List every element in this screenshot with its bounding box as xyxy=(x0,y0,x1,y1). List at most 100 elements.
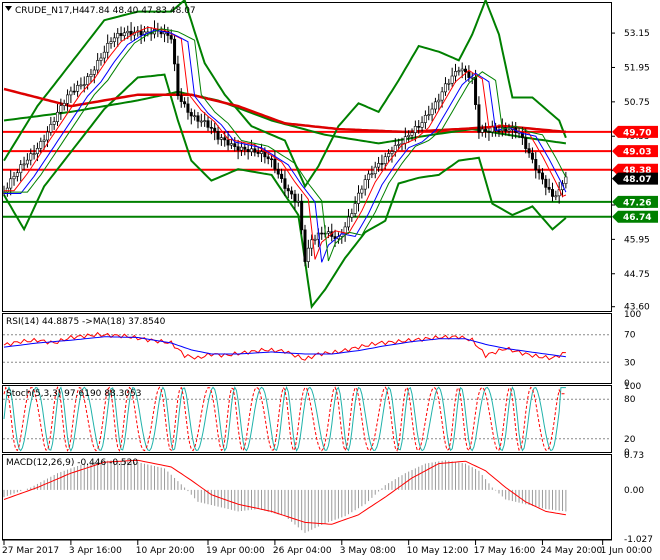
main-title: CRUDE_N17,H4 xyxy=(15,6,85,16)
x-tick-label: 3 Apr 16:00 xyxy=(69,546,122,556)
candle-body xyxy=(15,172,19,177)
candle-body xyxy=(540,172,544,180)
candle-body xyxy=(9,178,13,189)
y-tick-label: 43.60 xyxy=(624,303,650,313)
candle-body xyxy=(440,91,444,101)
candle-body xyxy=(176,63,180,96)
candle-body xyxy=(477,104,481,133)
ma-short-blue-line xyxy=(4,29,567,263)
candle-body xyxy=(233,143,237,147)
macd-signal-line xyxy=(3,459,566,525)
candle-body xyxy=(377,163,381,168)
candle-body xyxy=(357,192,361,204)
candle-body xyxy=(183,101,187,105)
stoch-tick-label: 20 xyxy=(624,435,636,445)
candle-body xyxy=(193,115,197,118)
rsi-panel-border xyxy=(2,313,612,384)
candle-body xyxy=(534,159,538,171)
candle-body xyxy=(196,115,200,122)
price-tag-label: 49.03 xyxy=(623,148,651,158)
candle-body xyxy=(49,124,53,133)
candle-body xyxy=(413,126,417,133)
candle-body xyxy=(229,143,233,146)
main-panel-border xyxy=(2,2,612,312)
candle-body xyxy=(564,176,568,184)
x-tick-label: 24 May 20:00 xyxy=(540,546,602,556)
candle-body xyxy=(530,152,534,160)
stoch-panel-border xyxy=(2,385,612,453)
candle-body xyxy=(169,35,173,40)
candle-body xyxy=(430,108,434,116)
candle-body xyxy=(427,114,431,117)
candle-body xyxy=(296,200,300,203)
candle-body xyxy=(122,32,126,37)
candle-body xyxy=(370,173,374,176)
candle-body xyxy=(313,238,317,241)
ma-short-red-line xyxy=(4,26,567,260)
candle-body xyxy=(219,137,223,140)
candle-body xyxy=(306,247,310,262)
candle-body xyxy=(290,190,294,195)
candle-body xyxy=(72,90,76,93)
price-tag-label: 46.74 xyxy=(623,213,651,223)
candle-body xyxy=(487,131,491,133)
chart-dropdown-icon[interactable] xyxy=(5,6,12,11)
candle-body xyxy=(507,129,511,132)
candle-body xyxy=(373,166,377,175)
candle-body xyxy=(206,120,210,128)
candle-body xyxy=(173,38,177,65)
candle-body xyxy=(383,156,387,164)
candle-body xyxy=(387,153,391,158)
rsi-tick-label: 0 xyxy=(624,379,630,389)
candle-body xyxy=(544,178,548,188)
candle-body xyxy=(423,114,427,123)
price-tag xyxy=(612,210,658,223)
x-tick-label: 10 May 12:00 xyxy=(407,546,469,556)
rsi-tick-label: 100 xyxy=(624,310,641,320)
candle-body xyxy=(186,103,190,113)
stoch-series-line xyxy=(3,386,566,453)
candle-body xyxy=(102,51,106,59)
candle-body xyxy=(474,76,478,105)
candle-body xyxy=(360,188,364,194)
candle-body xyxy=(209,127,213,129)
candle-body xyxy=(226,139,230,146)
candle-body xyxy=(484,128,488,132)
ma-long-green-line xyxy=(3,90,567,145)
candle-body xyxy=(92,69,96,75)
candle-body xyxy=(490,126,494,133)
stoch-tick-label: 100 xyxy=(624,382,641,392)
candle-body xyxy=(367,173,371,180)
price-tag xyxy=(612,172,658,185)
candle-body xyxy=(112,37,116,42)
candle-body xyxy=(213,127,217,132)
candle-body xyxy=(82,84,86,86)
ma-short-green-line xyxy=(4,28,567,262)
candle-body xyxy=(56,111,60,122)
candle-body xyxy=(480,128,484,133)
stoch-series-line xyxy=(3,385,566,452)
candle-body xyxy=(326,231,330,234)
price-tag xyxy=(612,195,658,208)
candle-body xyxy=(280,173,284,179)
candle-body xyxy=(35,148,39,154)
candle-body xyxy=(249,148,253,153)
x-tick-label: 3 May 08:00 xyxy=(340,546,396,556)
candle-body xyxy=(303,229,307,262)
candle-body xyxy=(19,164,23,174)
stoch-chart-layer: 100 80 20 0 xyxy=(3,382,641,458)
candle-body xyxy=(246,149,250,153)
candle-body xyxy=(420,122,424,128)
candle-body xyxy=(407,134,411,137)
bollinger-upper-line xyxy=(3,0,567,189)
candle-body xyxy=(346,216,350,228)
candle-body xyxy=(397,144,401,146)
y-tick-label: 53.15 xyxy=(624,29,650,39)
candle-body xyxy=(189,112,193,117)
candle-body xyxy=(223,137,227,141)
candle-body xyxy=(363,179,367,190)
main-ohlc: 47.84 48.40 47.83 48.07 xyxy=(84,6,196,16)
candle-body xyxy=(527,148,531,154)
